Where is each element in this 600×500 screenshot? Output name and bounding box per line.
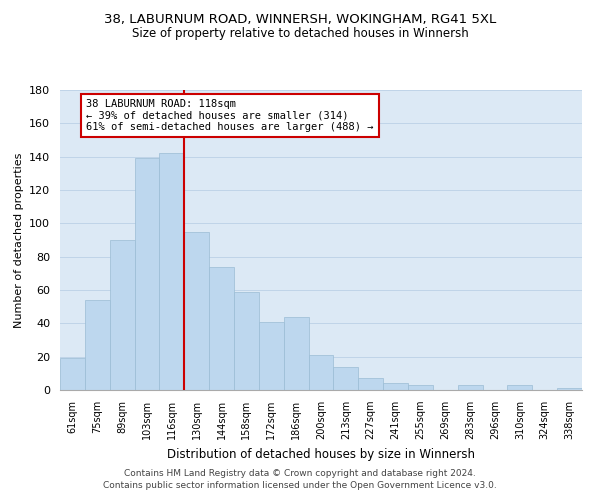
Bar	[60, 358, 85, 390]
Bar	[134, 158, 160, 390]
Bar	[110, 240, 134, 390]
Text: Contains HM Land Registry data © Crown copyright and database right 2024.: Contains HM Land Registry data © Crown c…	[124, 468, 476, 477]
Bar	[284, 316, 308, 390]
Text: 38 LABURNUM ROAD: 118sqm
← 39% of detached houses are smaller (314)
61% of semi-: 38 LABURNUM ROAD: 118sqm ← 39% of detach…	[86, 99, 374, 132]
Bar	[557, 388, 582, 390]
Bar	[259, 322, 284, 390]
Text: Contains public sector information licensed under the Open Government Licence v3: Contains public sector information licen…	[103, 481, 497, 490]
Bar	[408, 385, 433, 390]
Bar	[184, 232, 209, 390]
Bar	[234, 292, 259, 390]
Text: Size of property relative to detached houses in Winnersh: Size of property relative to detached ho…	[131, 28, 469, 40]
Bar	[160, 154, 184, 390]
Bar	[308, 355, 334, 390]
Bar	[458, 385, 482, 390]
Bar	[383, 384, 408, 390]
X-axis label: Distribution of detached houses by size in Winnersh: Distribution of detached houses by size …	[167, 448, 475, 460]
Bar	[85, 300, 110, 390]
Bar	[209, 266, 234, 390]
Y-axis label: Number of detached properties: Number of detached properties	[14, 152, 23, 328]
Bar	[334, 366, 358, 390]
Bar	[358, 378, 383, 390]
Text: 38, LABURNUM ROAD, WINNERSH, WOKINGHAM, RG41 5XL: 38, LABURNUM ROAD, WINNERSH, WOKINGHAM, …	[104, 12, 496, 26]
Bar	[508, 385, 532, 390]
